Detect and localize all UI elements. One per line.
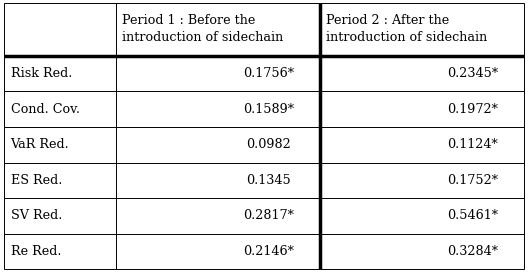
Text: 0.1345: 0.1345 — [247, 174, 291, 187]
Text: 0.0982: 0.0982 — [247, 138, 291, 151]
Text: ES Red.: ES Red. — [11, 174, 62, 187]
Text: 0.2817*: 0.2817* — [243, 209, 294, 222]
Text: 0.2146*: 0.2146* — [243, 245, 294, 258]
Text: 0.2345*: 0.2345* — [447, 67, 498, 80]
Text: Re Red.: Re Red. — [11, 245, 61, 258]
Text: Period 2 : After the
introduction of sidechain: Period 2 : After the introduction of sid… — [326, 14, 487, 44]
Text: 0.1752*: 0.1752* — [447, 174, 498, 187]
Text: VaR Red.: VaR Red. — [11, 138, 69, 151]
Text: 0.3284*: 0.3284* — [447, 245, 498, 258]
Text: SV Red.: SV Red. — [11, 209, 62, 222]
Text: 0.1756*: 0.1756* — [243, 67, 295, 80]
Text: 0.1972*: 0.1972* — [447, 103, 498, 116]
Text: 0.5461*: 0.5461* — [447, 209, 498, 222]
Text: Cond. Cov.: Cond. Cov. — [11, 103, 80, 116]
Text: Risk Red.: Risk Red. — [11, 67, 72, 80]
Text: 0.1124*: 0.1124* — [447, 138, 498, 151]
Text: 0.1589*: 0.1589* — [243, 103, 295, 116]
Text: Period 1 : Before the
introduction of sidechain: Period 1 : Before the introduction of si… — [122, 14, 284, 44]
